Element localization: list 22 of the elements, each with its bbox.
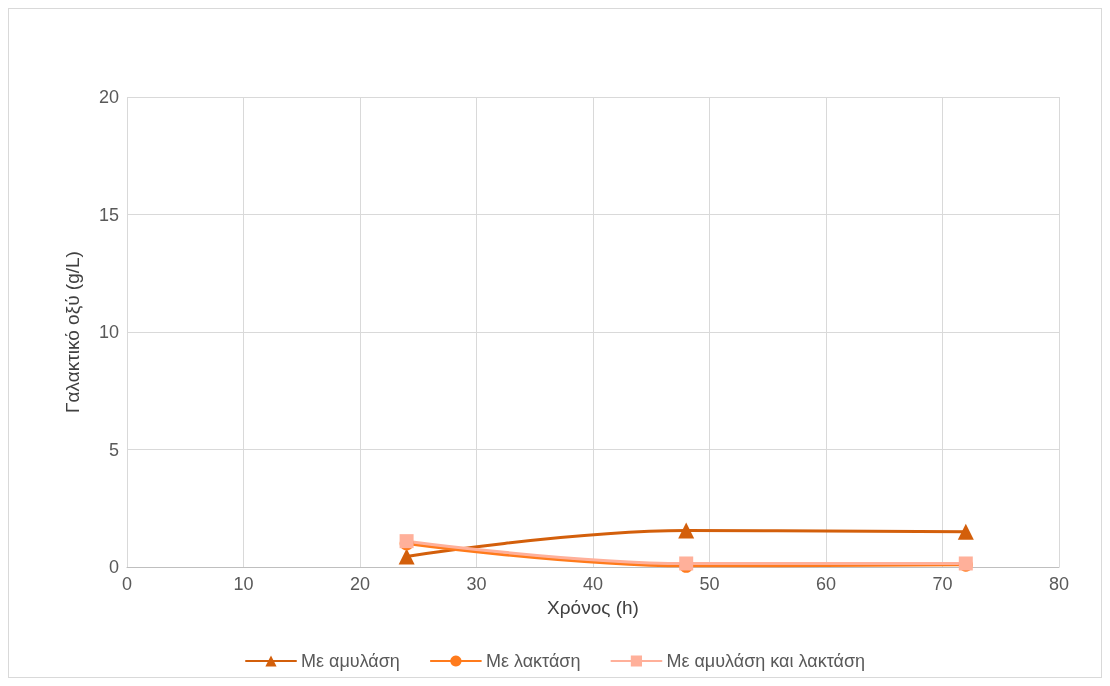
legend-label: Με λακτάση xyxy=(485,651,581,671)
y-tick-label: 10 xyxy=(98,322,119,342)
y-tick-label: 5 xyxy=(108,439,119,460)
x-tick-label: 20 xyxy=(349,574,371,594)
x-tick-label: 0 xyxy=(121,574,133,594)
x-tick-label: 30 xyxy=(466,574,487,594)
x-tick-label: 10 xyxy=(233,574,254,594)
legend-label: Με αμυλάση xyxy=(300,651,400,671)
x-axis-title: Χρόνος (h) xyxy=(547,596,639,618)
point xyxy=(957,523,974,540)
point xyxy=(398,548,415,565)
point xyxy=(678,522,695,539)
y-tick-label: 15 xyxy=(98,204,119,225)
x-tick-label: 70 xyxy=(932,574,953,594)
y-tick-label: 20 xyxy=(98,87,119,107)
x-tick-label: 40 xyxy=(582,574,604,594)
legend-label: Με αμυλάση και λακτάση xyxy=(666,651,866,671)
x-tick-label: 60 xyxy=(815,574,837,594)
x-tick-label: 80 xyxy=(1048,574,1070,594)
y-tick-label: 0 xyxy=(108,557,119,577)
y-axis-title: Γαλακτικό οξύ (g/L) xyxy=(62,251,83,413)
x-tick-label: 50 xyxy=(699,574,720,594)
